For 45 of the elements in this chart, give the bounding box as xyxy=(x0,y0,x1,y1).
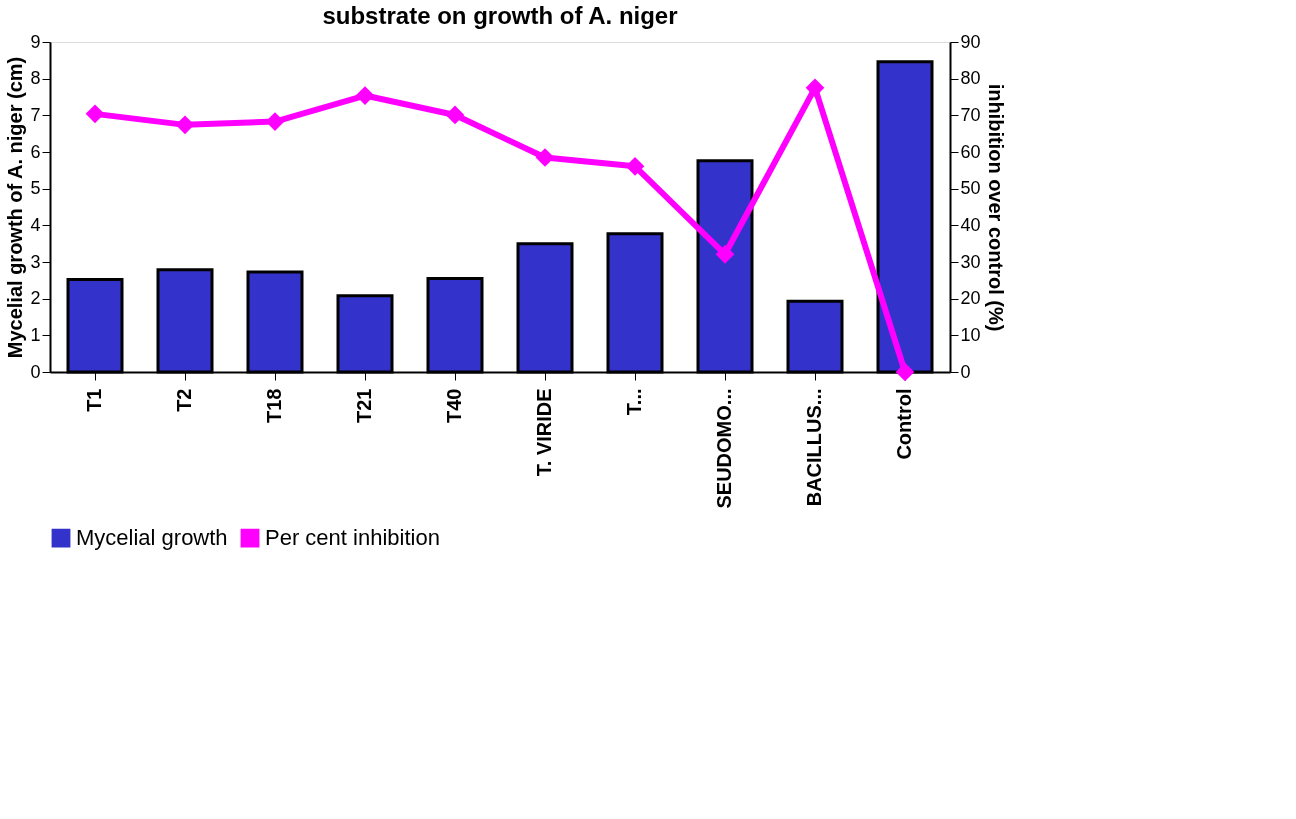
legend-label: Per cent inhibition xyxy=(265,525,440,551)
y-tick-label: 6 xyxy=(30,141,41,162)
x-tick-label: SEUDOMO... xyxy=(713,388,735,509)
y2-tick-label: 20 xyxy=(960,288,981,309)
y2-tick-label: 80 xyxy=(960,68,981,89)
y-tick-label: 1 xyxy=(30,324,41,345)
y2-tick-label: 0 xyxy=(960,361,971,382)
point xyxy=(805,78,825,98)
point xyxy=(175,115,195,135)
x-tick-label: T2 xyxy=(173,388,195,412)
point xyxy=(265,112,285,131)
y-tick-label: 2 xyxy=(30,288,41,309)
y-axis-title: Mycelial growth of A. niger (cm) xyxy=(4,56,27,359)
point xyxy=(895,362,915,382)
x-tick-label: T18 xyxy=(263,388,285,423)
y-tick-label: 7 xyxy=(30,104,41,125)
x-tick-label: T40 xyxy=(443,388,465,423)
point xyxy=(715,244,735,264)
y-tick-label: 9 xyxy=(30,31,41,52)
x-tick-label: T1 xyxy=(83,388,105,412)
y-tick-label: 5 xyxy=(30,178,41,199)
y2-tick-label: 90 xyxy=(960,31,981,52)
y-tick-label: 3 xyxy=(30,251,41,272)
y-tick-label: 0 xyxy=(30,361,41,382)
x-tick-label: T... xyxy=(623,388,645,416)
y2-tick-label: 70 xyxy=(960,104,981,125)
x-tick-label: Control xyxy=(893,388,915,460)
y2-tick-label: 60 xyxy=(960,141,981,162)
point xyxy=(355,86,375,105)
y2-axis-title: inhibition over control (%) xyxy=(984,83,1007,332)
legend-label: Mycelial growth xyxy=(76,525,228,551)
y2-tick-label: 50 xyxy=(960,178,981,199)
y2-tick-label: 40 xyxy=(960,214,981,235)
chart-title: substrate on growth of A. niger xyxy=(322,2,678,29)
point xyxy=(625,156,645,176)
point xyxy=(85,104,105,124)
y2-tick-label: 30 xyxy=(960,251,981,272)
point xyxy=(535,148,555,167)
point xyxy=(445,105,465,125)
x-tick-label: T21 xyxy=(353,388,375,423)
x-tick-label: BACILLUS... xyxy=(803,388,825,507)
y-tick-label: 8 xyxy=(30,68,41,89)
x-tick-label: T. VIRIDE xyxy=(533,388,555,477)
y2-tick-label: 10 xyxy=(960,324,981,345)
y-tick-label: 4 xyxy=(30,214,41,235)
